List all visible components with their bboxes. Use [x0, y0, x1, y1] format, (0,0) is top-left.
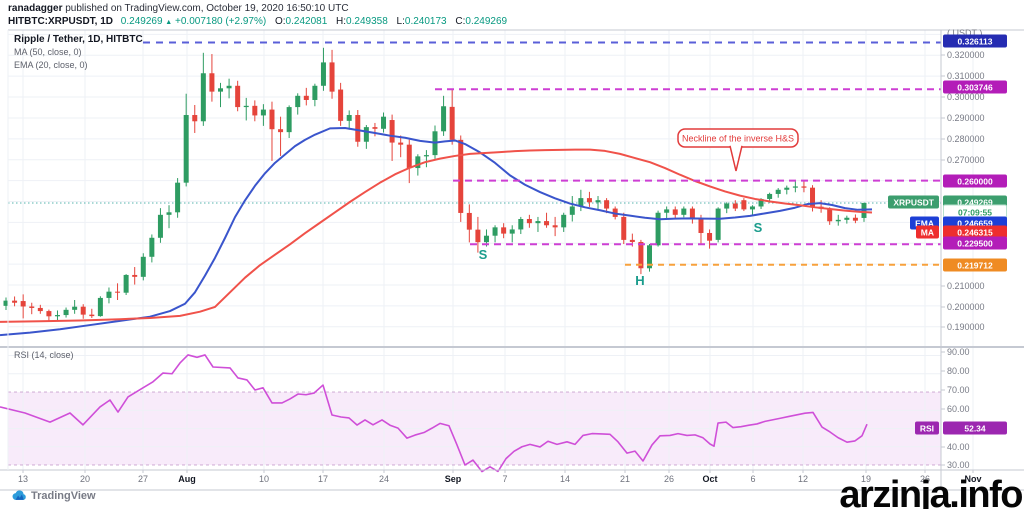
- time-axis-label: 26: [663, 474, 675, 484]
- close-label: C:: [455, 16, 466, 27]
- axis-plot-badge: RSI: [914, 421, 939, 435]
- rsi-line: [0, 354, 868, 473]
- rsi-axis-label: 60.00: [947, 404, 970, 414]
- time-axis-label: Oct: [702, 474, 718, 484]
- price-axis-label: 0.270000: [947, 155, 985, 165]
- rsi-axis-label: 70.00: [947, 385, 970, 395]
- price-axis-label: 0.190000: [947, 322, 985, 332]
- time-axis-label: 27: [137, 474, 149, 484]
- tradingview-brand-text: TradingView: [31, 489, 96, 502]
- high-label: H:: [336, 16, 347, 27]
- last-price: 0.249269: [120, 16, 163, 27]
- rsi-axis-label: 80.00: [947, 366, 970, 376]
- time-axis-label: 13: [17, 474, 29, 484]
- time-axis-label: Aug: [178, 474, 196, 484]
- tradingview-logo-icon: [12, 490, 26, 500]
- neckline-annotation-tail: [729, 145, 743, 172]
- publish-line: ranadagger published on TradingView.com,…: [8, 3, 349, 14]
- hs-pattern-letter[interactable]: S: [754, 220, 763, 235]
- price-axis-label: 0.310000: [947, 71, 985, 81]
- price-axis-badge: 0.303746: [943, 80, 1007, 94]
- high-value: 0.249358: [346, 16, 388, 27]
- axis-plot-badge: XRPUSDT: [888, 195, 939, 209]
- price-axis-badge: 0.219712: [943, 258, 1007, 272]
- hs-pattern-letter[interactable]: H: [635, 273, 644, 288]
- ma-line: [0, 148, 873, 323]
- price-axis-badge: 0.260000: [943, 174, 1007, 188]
- legend-ma: MA (50, close, 0): [14, 47, 82, 57]
- time-axis-label: 14: [559, 474, 571, 484]
- symbol-title: HITBTC:XRPUSDT, 1D: [8, 16, 114, 27]
- time-axis-label: 10: [258, 474, 270, 484]
- price-axis-label: 0.320000: [947, 50, 985, 60]
- price-axis-label: 0.200000: [947, 302, 985, 312]
- low-label: L:: [396, 16, 405, 27]
- rsi-axis-label: 40.00: [947, 442, 970, 452]
- price-axis-label: 0.290000: [947, 113, 985, 123]
- author-name: ranadagger: [8, 3, 63, 14]
- candlestick-series: [3, 47, 867, 322]
- time-axis-label: 6: [750, 474, 756, 484]
- price-axis-label: 0.280000: [947, 134, 985, 144]
- price-axis-badge: 0.326113: [943, 34, 1007, 48]
- rsi-axis-label: 30.00: [947, 460, 970, 470]
- price-axis-badge: 52.34: [943, 421, 1007, 435]
- time-axis-label: Sep: [444, 474, 462, 484]
- time-axis-label: 17: [317, 474, 329, 484]
- publish-text: published on TradingView.com, October 19…: [62, 3, 349, 14]
- price-axis-label: 0.210000: [947, 281, 985, 291]
- price-axis-badge: 0.246315: [943, 225, 1007, 239]
- main-pane-legend[interactable]: Ripple / Tether, 1D, HITBTC MA (50, clos…: [14, 33, 143, 72]
- time-axis-label: 20: [79, 474, 91, 484]
- time-axis-label: Nov: [964, 474, 982, 484]
- legend-ema: EMA (20, close, 0): [14, 60, 88, 70]
- up-arrow-icon: ▲: [165, 19, 173, 26]
- close-value: 0.249269: [465, 16, 508, 27]
- open-value: 0.242081: [285, 16, 328, 27]
- legend-symbol: Ripple / Tether, 1D, HITBTC: [14, 34, 143, 45]
- price-change: +0.007180 (+2.97%): [175, 16, 267, 27]
- price-axis-label: 0.300000: [947, 92, 985, 102]
- time-axis-label: 19: [860, 474, 872, 484]
- open-label: O:: [274, 16, 286, 27]
- hs-pattern-letter[interactable]: S: [479, 247, 488, 262]
- low-value: 0.240173: [404, 16, 447, 27]
- axis-plot-badge: MA: [915, 225, 939, 239]
- time-axis-label: 24: [378, 474, 390, 484]
- ema-line: [0, 126, 873, 337]
- symbol-line: HITBTC:XRPUSDT, 1D 0.249269 ▲ +0.007180 …: [8, 16, 507, 27]
- rsi-pane-legend[interactable]: RSI (14, close): [14, 350, 74, 360]
- time-axis-label: 26: [919, 474, 931, 484]
- neckline-annotation-text: Neckline of the inverse H&S: [682, 134, 794, 144]
- site-watermark: arzinja.info: [839, 474, 1023, 509]
- time-axis-label: 21: [619, 474, 631, 484]
- time-axis-label: 12: [797, 474, 809, 484]
- rsi-axis-label: 90.00: [947, 347, 970, 357]
- price-axis-badge: 0.229500: [943, 236, 1007, 250]
- price-axis-currency: ( USDT ): [947, 28, 983, 38]
- time-axis-label: 7: [502, 474, 508, 484]
- tradingview-attribution[interactable]: TradingView: [10, 489, 96, 502]
